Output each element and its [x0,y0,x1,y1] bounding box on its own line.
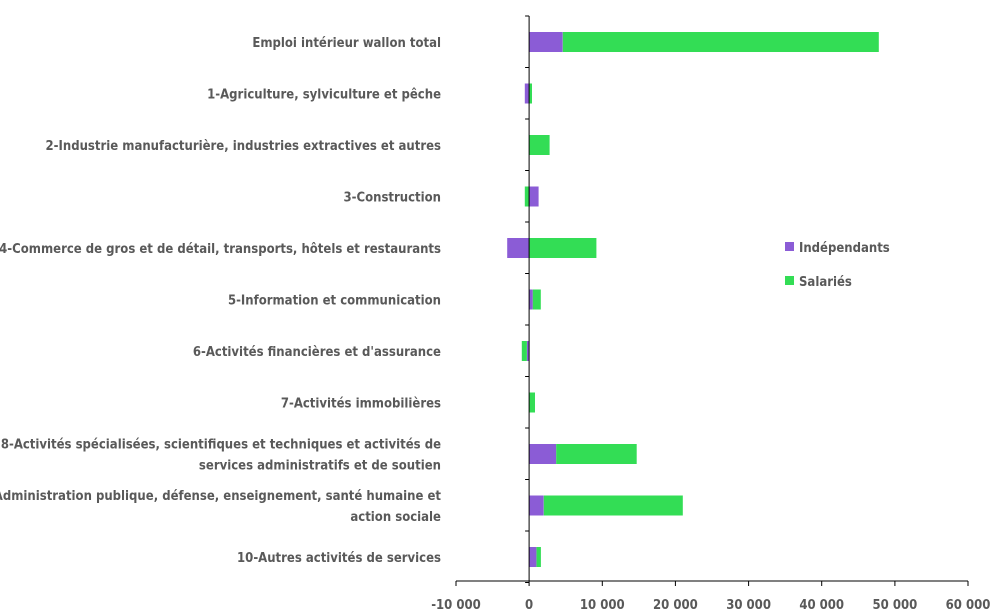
x-tick-label: 0 [525,598,533,613]
bars-group [507,32,879,567]
bar-independants-9 [529,495,544,516]
legend-label-independants: Indépendants [799,241,890,256]
x-tick-label: 10 000 [580,598,625,613]
category-label: 4-Commerce de gros et de détail, transpo… [0,242,441,257]
legend-label-salaries: Salariés [799,275,852,290]
bar-independants-1 [524,83,530,104]
category-label: 7-Activités immobilières [281,397,441,412]
bar-independants-8 [529,444,557,464]
category-label: 1-Agriculture, sylviculture et pêche [207,88,441,103]
legend-swatch-independants [785,242,794,251]
bar-salaries-1 [529,83,532,104]
bar-independants-0 [529,32,563,52]
bar-independants-4 [507,238,530,258]
bar-salaries-3 [524,186,530,207]
bar-salaries-4 [529,238,597,258]
bar-independants-5 [529,289,533,310]
bar-salaries-5 [532,289,541,310]
legend: Indépendants Salariés [785,241,890,290]
bar-salaries-7 [529,392,535,413]
category-labels: Emploi intérieur wallon total 1-Agricultu… [0,36,441,566]
axes [455,15,969,586]
category-label: 6-Activités financières et d'assurance [193,345,441,360]
category-label: 9-Administration publique, défense, ense… [0,489,441,525]
bar-independants-3 [529,186,539,207]
category-label: Emploi intérieur wallon total [252,36,441,51]
category-label: 2-Industrie manufacturière, industries e… [46,139,441,154]
bar-independants-10 [529,547,537,567]
x-tick-label: 40 000 [799,598,844,613]
category-label: 5-Information et communication [228,294,441,309]
bar-salaries-9 [543,495,683,516]
legend-swatch-salaries [785,276,794,285]
bar-salaries-10 [536,547,541,567]
x-tick-label: 20 000 [653,598,698,613]
bar-salaries-0 [562,32,879,52]
x-tick-label: 50 000 [873,598,918,613]
bar-salaries-8 [556,444,637,464]
bar-salaries-2 [529,135,550,155]
category-label: 10-Autres activités de services [237,551,441,566]
bar-salaries-6 [521,341,527,361]
category-label: 3-Construction [344,191,442,206]
category-label: 8-Activités spécialisées, scientifiques … [1,438,441,474]
x-tick-label: 30 000 [726,598,771,613]
bar-independants-6 [526,341,530,361]
x-tick-label: -10 000 [431,598,481,613]
x-tick-label: 60 000 [946,598,991,613]
x-tick-labels: -10 000 0 10 000 20 000 30 000 40 000 50 000 60… [431,598,990,613]
